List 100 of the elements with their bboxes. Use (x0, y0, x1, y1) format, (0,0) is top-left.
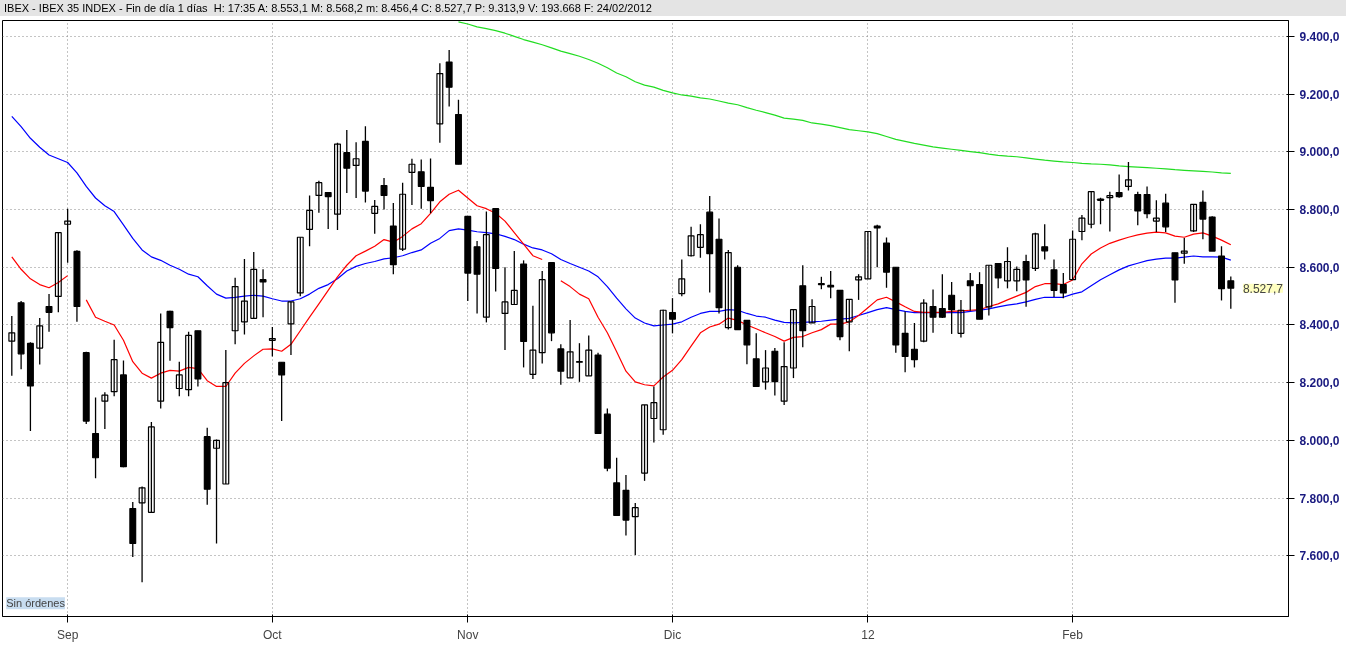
candlestick (1078, 214, 1086, 241)
candlestick (482, 210, 490, 324)
candlestick (1059, 272, 1067, 299)
candlestick (575, 342, 583, 383)
candlestick (650, 385, 658, 444)
candlestick (845, 298, 853, 352)
candlestick (101, 391, 109, 430)
candlestick (631, 502, 639, 556)
candlestick (64, 208, 72, 264)
candlestick (669, 297, 676, 335)
candlestick (36, 317, 44, 366)
candlestick (1087, 191, 1095, 229)
candlestick (948, 281, 956, 335)
candlestick (1003, 246, 1011, 289)
candlestick (678, 258, 686, 297)
chart-title: IBEX - IBEX 35 INDEX - Fin de día 1 días H: 17:35 A: 8.553,1 M: 8.568,2 m: 8.456,4 C: 8.527,7 P: 9.313,9 V: 193.668 F: 24/02/2012 (4, 2, 652, 14)
candlestick (1031, 231, 1039, 272)
candlestick (901, 310, 909, 373)
y-tick-label: 8.600,0 (1299, 260, 1340, 275)
line-series (457, 21, 1232, 175)
candlestick (538, 270, 546, 365)
candlestick (1190, 203, 1198, 233)
candlestick (45, 293, 53, 333)
y-tick-label: 7.800,0 (1299, 491, 1340, 506)
candlestick (808, 298, 816, 324)
x-tick-label: Sep (56, 627, 79, 642)
candlestick (250, 251, 258, 320)
candlestick (1069, 229, 1077, 281)
candlestick (213, 438, 221, 545)
y-tick-label: 8.400,0 (1299, 318, 1340, 333)
candlestick (1115, 173, 1123, 199)
candlestick (436, 62, 444, 144)
candlestick (408, 158, 416, 206)
candlestick (985, 264, 993, 317)
y-tick-label: 7.600,0 (1299, 549, 1340, 564)
candlestick (687, 226, 695, 258)
x-tick-label: Oct (263, 627, 283, 642)
y-tick-label: 9.200,0 (1299, 87, 1340, 102)
candlestick (929, 288, 937, 334)
candlestick (222, 349, 230, 485)
y-tick-label: 9.400,0 (1299, 29, 1340, 44)
candlestick (1124, 161, 1132, 192)
candlestick (259, 268, 267, 318)
candlestick (278, 361, 286, 422)
candlestick (110, 339, 118, 397)
candlestick (696, 223, 704, 259)
candlestick (147, 421, 155, 513)
x-tick-label: 12 (861, 627, 875, 642)
y-tick-label: 8.800,0 (1299, 203, 1340, 218)
candlestick (938, 273, 946, 319)
candlestick (1152, 199, 1160, 233)
candlestick (1143, 185, 1151, 219)
text: 8.527,7 (1242, 281, 1284, 296)
x-tick-label: Dic (663, 627, 682, 642)
candlestick (557, 343, 565, 386)
candlestick (762, 349, 770, 391)
candlestick (175, 361, 183, 397)
candlestick (324, 191, 332, 230)
y-tick-label: 9.000,0 (1299, 145, 1340, 160)
candlestick (1162, 193, 1170, 233)
x-tick-label: Feb (1062, 627, 1084, 642)
candlestick (501, 266, 509, 351)
candlestick (185, 330, 193, 397)
candlestick (1227, 275, 1235, 310)
x-tick-label: Nov (457, 627, 479, 642)
candlestick (296, 236, 304, 297)
candlestick (371, 199, 379, 235)
candlestick (231, 277, 239, 345)
candlestick (1180, 237, 1188, 265)
candlestick (417, 158, 425, 210)
candlestick (910, 322, 918, 369)
candlestick (641, 404, 649, 482)
candlestick (724, 249, 732, 331)
candlestick (315, 180, 323, 214)
candlestick (380, 177, 388, 211)
candlestick (1041, 223, 1049, 261)
candlestick (334, 142, 341, 231)
candlestick (287, 301, 295, 356)
candlestick (138, 485, 146, 583)
candlestick (873, 224, 881, 268)
candlestick (8, 315, 16, 377)
candlestick (427, 157, 435, 214)
line-series (11, 115, 1232, 327)
candlestick (864, 230, 872, 280)
candlestick (240, 258, 248, 336)
candlestick (1134, 191, 1142, 226)
candlestick (54, 231, 62, 313)
candlestick (566, 319, 574, 379)
candlestick (166, 310, 174, 362)
candlestick (780, 341, 788, 406)
candlestick (352, 141, 360, 199)
candlestick (855, 273, 863, 301)
candlestick (659, 309, 667, 436)
candlestick (920, 298, 928, 343)
candlestick (1050, 258, 1058, 298)
candlestick (994, 262, 1002, 289)
candlestick (529, 305, 537, 380)
candlestick (789, 309, 797, 379)
candlestick (1022, 254, 1030, 308)
annotation: Sin órdenes (6, 597, 66, 610)
